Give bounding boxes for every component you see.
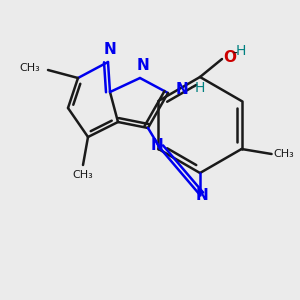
Text: -: - <box>190 81 195 95</box>
Text: CH₃: CH₃ <box>274 149 294 159</box>
Text: N: N <box>103 41 116 56</box>
Text: H: H <box>236 44 246 58</box>
Text: N: N <box>176 82 188 98</box>
Text: CH₃: CH₃ <box>73 170 93 180</box>
Text: H: H <box>195 81 205 95</box>
Text: N: N <box>196 188 208 203</box>
Text: -: - <box>232 47 237 61</box>
Text: N: N <box>136 58 149 74</box>
Text: CH₃: CH₃ <box>20 63 40 73</box>
Text: N: N <box>151 139 164 154</box>
Text: O: O <box>224 50 236 64</box>
